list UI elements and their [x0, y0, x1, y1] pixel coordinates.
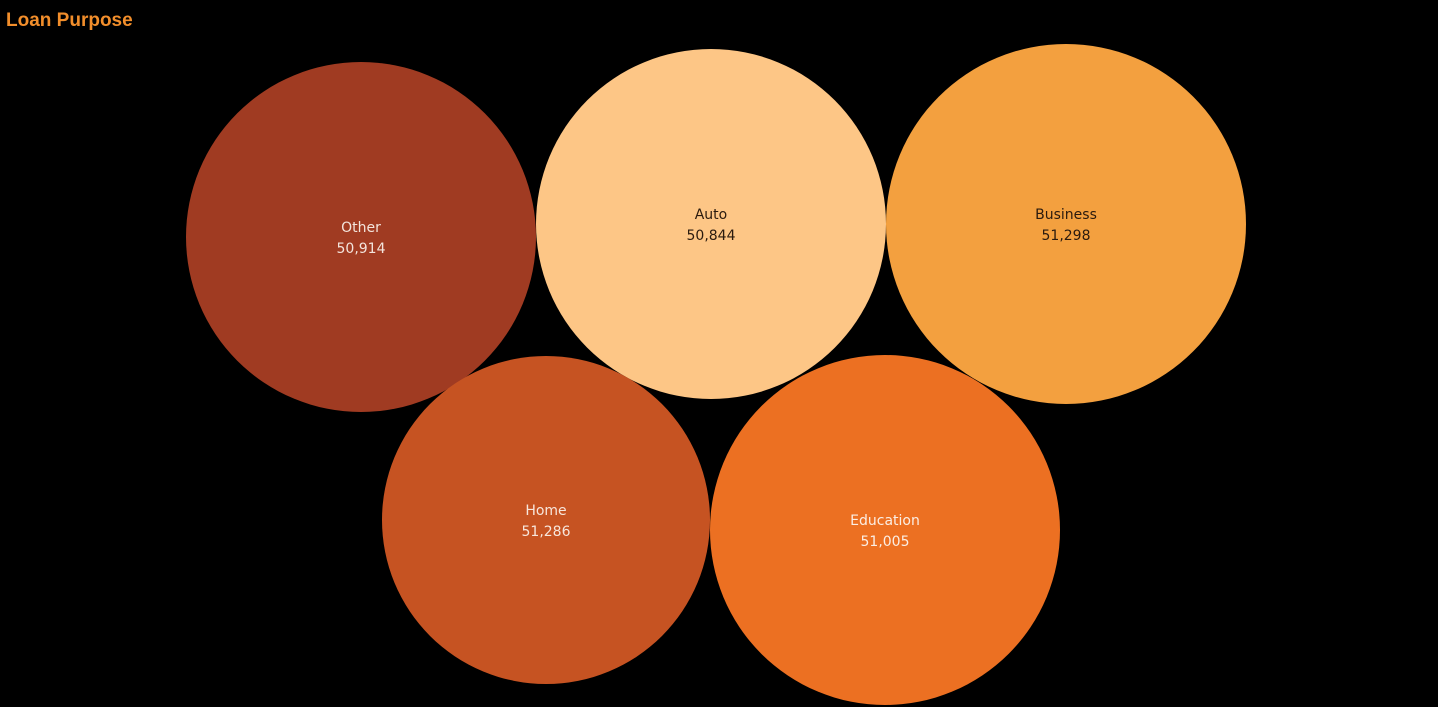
bubble-circle-home[interactable]: [382, 356, 710, 684]
bubble-other[interactable]: Other 50,914: [186, 62, 536, 412]
bubble-value-label: 51,005: [861, 534, 910, 550]
bubble-circle-other[interactable]: [186, 62, 536, 412]
bubble-value-label: 50,844: [687, 228, 736, 244]
bubble-home[interactable]: Home 51,286: [382, 356, 710, 684]
bubble-circle-business[interactable]: [886, 44, 1246, 404]
bubble-circle-auto[interactable]: [536, 49, 886, 399]
bubble-category-label: Education: [850, 513, 920, 529]
bubble-category-label: Other: [341, 220, 381, 236]
bubble-business[interactable]: Business 51,298: [886, 44, 1246, 404]
bubble-category-label: Home: [525, 503, 566, 519]
bubble-category-label: Business: [1035, 207, 1097, 223]
bubble-auto[interactable]: Auto 50,844: [536, 49, 886, 399]
bubble-category-label: Auto: [695, 207, 728, 223]
bubble-value-label: 51,298: [1042, 228, 1091, 244]
bubble-value-label: 51,286: [522, 524, 571, 540]
bubble-value-label: 50,914: [337, 241, 386, 257]
bubble-education[interactable]: Education 51,005: [710, 355, 1060, 705]
bubble-circle-education[interactable]: [710, 355, 1060, 705]
chart-title: Loan Purpose: [6, 10, 133, 31]
